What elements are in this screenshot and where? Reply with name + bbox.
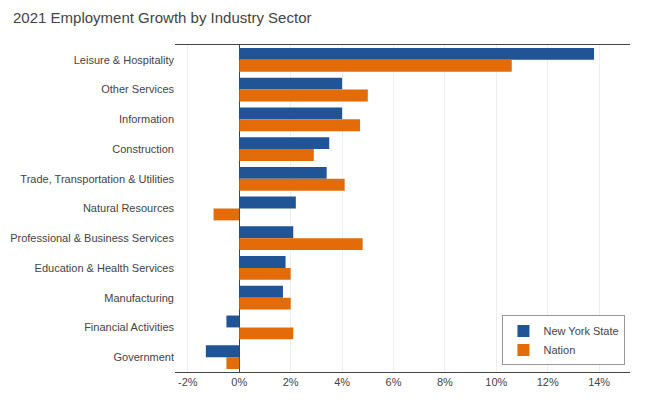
- svg-text:8%: 8%: [437, 376, 453, 388]
- svg-text:Professional & Business Servic: Professional & Business Services: [10, 232, 174, 244]
- svg-text:0%: 0%: [231, 376, 247, 388]
- svg-text:Nation: Nation: [543, 344, 575, 356]
- svg-text:Education & Health Services: Education & Health Services: [35, 262, 175, 274]
- svg-text:New York State: New York State: [543, 325, 618, 337]
- svg-text:Construction: Construction: [112, 143, 174, 155]
- svg-text:Natural Resources: Natural Resources: [83, 202, 175, 214]
- svg-text:Other Services: Other Services: [101, 83, 174, 95]
- svg-text:Manufacturing: Manufacturing: [104, 292, 174, 304]
- svg-text:Financial Activities: Financial Activities: [84, 321, 174, 333]
- svg-text:14%: 14%: [588, 376, 610, 388]
- svg-text:6%: 6%: [386, 376, 402, 388]
- svg-text:4%: 4%: [334, 376, 350, 388]
- svg-text:2021 Employment Growth by Indu: 2021 Employment Growth by Industry Secto…: [13, 9, 311, 26]
- svg-text:10%: 10%: [485, 376, 507, 388]
- svg-text:Information: Information: [119, 113, 174, 125]
- svg-text:Leisure & Hospitality: Leisure & Hospitality: [74, 54, 175, 66]
- svg-text:-2%: -2%: [178, 376, 198, 388]
- svg-text:12%: 12%: [537, 376, 559, 388]
- svg-text:Trade, Transportation & Utilit: Trade, Transportation & Utilities: [20, 173, 174, 185]
- svg-text:2%: 2%: [283, 376, 299, 388]
- svg-text:Government: Government: [113, 351, 174, 363]
